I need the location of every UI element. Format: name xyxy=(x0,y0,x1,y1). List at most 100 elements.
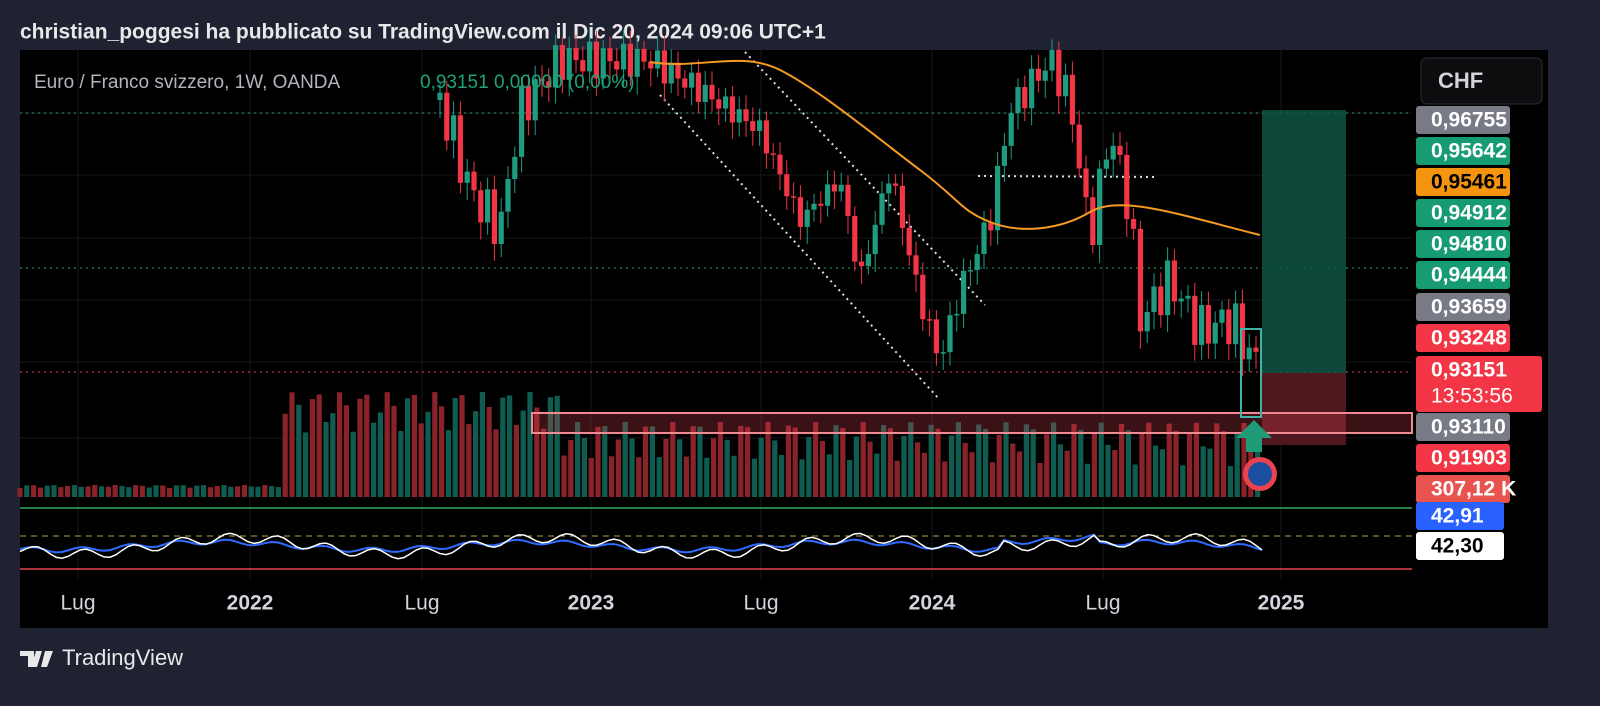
volume-bar xyxy=(935,428,941,497)
stop-zone xyxy=(1262,373,1346,445)
brand: TradingView xyxy=(62,645,183,670)
volume-bar xyxy=(160,485,166,497)
candle xyxy=(886,183,892,194)
candle xyxy=(723,96,729,109)
candle xyxy=(852,215,858,262)
price-scale: 0,96755 0,95642 0,95461 0,94912 0,94810 0,944… xyxy=(1416,106,1542,560)
candle xyxy=(736,109,742,123)
volume-bar xyxy=(1187,432,1193,497)
volume-bar xyxy=(133,485,139,497)
volume-bar xyxy=(343,405,349,497)
volume-bar xyxy=(1200,446,1206,497)
volume-bar xyxy=(105,486,111,497)
price-label: 0,96755 xyxy=(1431,109,1507,132)
volume-bar xyxy=(500,397,506,497)
volume-bar xyxy=(575,422,581,497)
volume-bar xyxy=(37,487,43,497)
volume-bar xyxy=(445,430,451,497)
volume-bar xyxy=(1078,429,1084,497)
volume-bar xyxy=(881,425,887,497)
candle xyxy=(1212,322,1218,344)
volume-bar xyxy=(915,442,921,497)
volume-bar xyxy=(833,425,839,497)
candle xyxy=(695,72,701,102)
candle xyxy=(1124,154,1130,220)
price-badge xyxy=(1416,444,1510,472)
candle xyxy=(1246,347,1252,360)
volume-bar xyxy=(847,460,853,497)
candle xyxy=(838,184,844,192)
candle xyxy=(940,352,946,354)
currency-label[interactable]: CHF xyxy=(1438,68,1483,93)
volume-bar xyxy=(690,426,696,497)
volume-bar xyxy=(126,487,132,497)
volume-bar xyxy=(772,440,778,497)
candle xyxy=(1178,298,1184,302)
candle xyxy=(451,115,457,141)
volume-bar xyxy=(1234,432,1240,497)
volume-bar xyxy=(813,422,819,497)
currency-button[interactable] xyxy=(1420,57,1543,105)
volume-bar xyxy=(85,486,91,497)
price-label: 0,93248 xyxy=(1431,327,1507,350)
candle xyxy=(981,222,987,255)
time-label: Lug xyxy=(60,592,95,615)
volume-bar xyxy=(765,422,771,497)
candle xyxy=(655,50,661,69)
volume-bar xyxy=(92,485,98,497)
candle xyxy=(906,227,912,256)
volume-bar xyxy=(1166,423,1172,497)
countdown: 13:53:56 xyxy=(1431,385,1513,408)
candle xyxy=(1035,68,1041,81)
volume-bar xyxy=(180,485,186,497)
candle xyxy=(988,222,994,231)
candle xyxy=(954,313,960,316)
price-badge xyxy=(1416,293,1510,321)
candle xyxy=(865,254,871,267)
volume-bar xyxy=(697,426,703,497)
volume-bar xyxy=(418,423,424,497)
volume-bar xyxy=(983,429,989,497)
volume-bar xyxy=(636,457,642,497)
volume-bar xyxy=(554,395,560,497)
price-badge xyxy=(1416,137,1510,165)
candle xyxy=(621,43,627,70)
price-label: 0,94810 xyxy=(1431,233,1507,256)
candle xyxy=(1253,347,1259,352)
volume-bar xyxy=(44,485,50,497)
volume-bar xyxy=(799,459,805,497)
volume-bar xyxy=(738,425,744,497)
price-badge xyxy=(1416,356,1542,412)
volume-bar xyxy=(112,485,118,497)
candle xyxy=(1069,74,1075,125)
volume-bar xyxy=(167,487,173,497)
volume-bar xyxy=(520,410,526,497)
volume-bar xyxy=(921,452,927,497)
volume-bar xyxy=(731,455,737,497)
candle xyxy=(818,203,824,206)
volume-bar xyxy=(309,399,315,497)
volume-bar xyxy=(235,486,241,497)
candle xyxy=(1022,87,1028,109)
price-label: 0,94444 xyxy=(1431,264,1507,287)
candles xyxy=(437,28,1259,376)
volume-bar xyxy=(1003,422,1009,497)
candle xyxy=(587,41,593,72)
volume-bar xyxy=(989,462,995,497)
volume-bar xyxy=(439,406,445,497)
support-zone xyxy=(531,412,1413,434)
volume-bar xyxy=(194,485,200,497)
volume-bar xyxy=(398,430,404,497)
candle xyxy=(1158,286,1164,316)
candle xyxy=(648,61,654,69)
volume-bar xyxy=(425,411,431,497)
volume-bar xyxy=(867,441,873,497)
price-label: 0,93151 xyxy=(1431,359,1507,382)
candle xyxy=(1151,286,1157,313)
candle xyxy=(614,61,620,70)
volume-bar xyxy=(894,460,900,497)
volume-bar xyxy=(792,427,798,497)
volume-bar xyxy=(840,427,846,497)
candle xyxy=(1117,145,1123,155)
